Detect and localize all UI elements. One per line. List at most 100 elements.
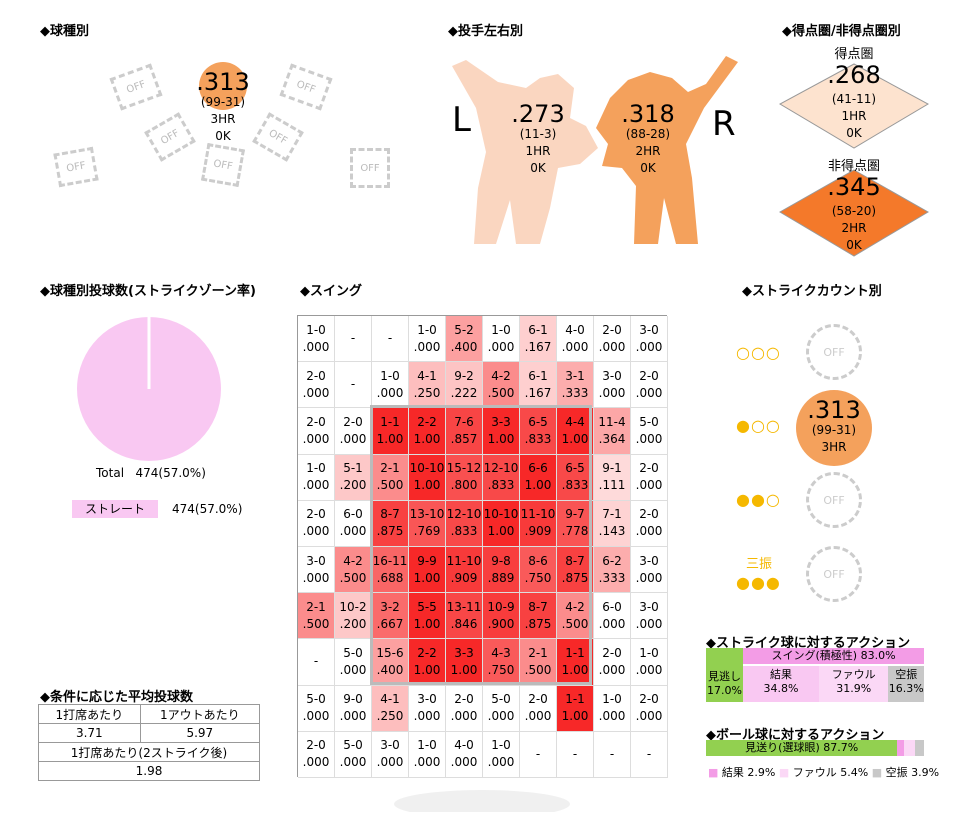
heatmap-cell-count: 9-1 — [602, 461, 622, 476]
heatmap-cell: 5-0 .000 — [335, 731, 372, 778]
heatmap-cell: 4-1 .250 — [409, 362, 446, 409]
risp-diamond — [778, 63, 930, 149]
strike-count-stats-1: .313 (99-31) 3HR — [807, 396, 861, 454]
heatmap-cell-rate: .889 — [487, 570, 515, 585]
heatmap-cell-count: - — [387, 331, 393, 346]
heatmap-cell: 10-10 1.00 — [409, 454, 446, 501]
heatmap-cell-rate: .167 — [524, 385, 552, 400]
heatmap-cell: 3-3 1.00 — [446, 639, 483, 686]
heatmap-cell: 9-7 .778 — [557, 500, 594, 547]
title-pitch-count: ◆球種別投球数(ストライクゾーン率) — [40, 284, 256, 299]
heatmap-cell-rate: 1.00 — [413, 616, 441, 631]
heatmap-cell-count: 5-2 — [454, 322, 474, 337]
heatmap-cell: 3-0 .000 — [594, 362, 631, 409]
heatmap-cell-count: - — [535, 746, 541, 761]
heatmap-cell-count: 2-0 — [454, 692, 474, 707]
heatmap-cell-count: 13-11 — [446, 599, 482, 614]
heatmap-cell: 2-0 .000 — [594, 639, 631, 686]
heatmap-cell: 6-2 .333 — [594, 547, 631, 594]
heatmap-cell: 8-7 .875 — [372, 500, 409, 547]
heatmap-cell-rate: 1.00 — [561, 662, 589, 677]
heatmap-cell-count: 13-10 — [409, 507, 445, 522]
heatmap-cell: 11-4 .364 — [594, 408, 631, 455]
pitch-type-off-icon: OFF — [200, 142, 246, 188]
batter-silhouettes — [452, 56, 738, 244]
heatmap-cell-count: 5-0 — [639, 414, 659, 429]
heatmap-cell-rate: .000 — [598, 662, 626, 677]
heatmap-cell-rate: 1.00 — [376, 431, 404, 446]
heatmap-cell-count: 5-5 — [417, 599, 437, 614]
heatmap-cell-count: 9-2 — [454, 368, 474, 383]
title-avg-pitches: ◆条件に応じた平均投球数 — [40, 690, 193, 705]
heatmap-cell-count: 1-0 — [306, 322, 326, 337]
heatmap-cell: 4-3 .750 — [483, 639, 520, 686]
title-swing: ◆スイング — [300, 284, 362, 299]
heatmap-cell-count: 5-0 — [306, 692, 326, 707]
heatmap-cell: 1-0 .000 — [372, 362, 409, 409]
heatmap-cell-rate: .846 — [450, 616, 478, 631]
heatmap-cell: 4-4 1.00 — [557, 408, 594, 455]
heatmap-cell-count: 4-2 — [565, 599, 585, 614]
heatmap-cell: 3-0 .000 — [409, 685, 446, 732]
pitch-count-total: Total 474(57.0%) — [96, 466, 206, 480]
heatmap-cell-count: 2-1 — [380, 461, 400, 476]
heatmap-cell: 8-7 .875 — [557, 547, 594, 594]
heatmap-cell: 2-0 .000 — [631, 685, 668, 732]
heatmap-cell-rate: .667 — [376, 616, 404, 631]
heatmap-cell-rate: .400 — [376, 662, 404, 677]
heatmap-cell-rate: .400 — [450, 339, 478, 354]
heatmap-cell: 1-1 1.00 — [372, 408, 409, 455]
heatmap-cell: 3-0 .000 — [298, 547, 335, 594]
strikeout-label: 三振 — [746, 557, 773, 572]
strike-look-bar: 見逃し 17.0% — [706, 648, 744, 702]
heatmap-cell: 1-0 .000 — [298, 316, 335, 363]
heatmap-cell: 6-1 .167 — [520, 362, 557, 409]
heatmap-cell: 4-2 .500 — [557, 593, 594, 640]
heatmap-cell-rate: .000 — [376, 385, 404, 400]
heatmap-cell-rate: 1.00 — [524, 478, 552, 493]
ball-foul-bar — [903, 740, 916, 756]
heatmap-cell-count: - — [313, 654, 319, 669]
heatmap-cell-rate: .000 — [302, 339, 330, 354]
heatmap-cell-count: 2-0 — [639, 507, 659, 522]
heatmap-cell: 2-0 .000 — [298, 408, 335, 455]
heatmap-cell: 3-0 .000 — [631, 316, 668, 363]
heatmap-cell-rate: .500 — [302, 616, 330, 631]
heatmap-cell-count: 5-0 — [491, 692, 511, 707]
strike-count-off-3: OFF — [806, 546, 862, 602]
heatmap-cell-rate: .000 — [635, 662, 663, 677]
heatmap-cell: 4-1 .250 — [372, 685, 409, 732]
heatmap-cell-rate: .769 — [413, 524, 441, 539]
heatmap-cell: 4-2 .500 — [483, 362, 520, 409]
heatmap-cell-count: 1-1 — [565, 645, 585, 660]
avg-header-out: 1アウトあたり — [139, 704, 261, 724]
heatmap-cell-count: 3-0 — [602, 368, 622, 383]
heatmap-cell-rate: .000 — [487, 709, 515, 724]
strike-swing-bar: スイング(積極性) 83.0% — [743, 648, 924, 664]
heatmap-cell: - — [335, 362, 372, 409]
heatmap-cell-rate: 1.00 — [487, 524, 515, 539]
pitch-count-legend-value: 474(57.0%) — [172, 502, 243, 516]
heatmap-cell-count: 15-6 — [376, 645, 404, 660]
heatmap-cell-rate: .000 — [450, 755, 478, 770]
heatmap-cell-rate: .000 — [339, 431, 367, 446]
strike-count-ball-1 — [796, 390, 872, 466]
heatmap-cell-count: 6-5 — [565, 461, 585, 476]
heatmap-cell-count: 8-7 — [528, 599, 548, 614]
heatmap-cell: 6-5 .833 — [520, 408, 557, 455]
heatmap-cell-count: 3-1 — [565, 368, 585, 383]
heatmap-cell: 1-0 .000 — [483, 731, 520, 778]
heatmap-cell-count: - — [646, 746, 652, 761]
heatmap-cell: 1-0 .000 — [631, 639, 668, 686]
strike-miss-bar: 空振 16.3% — [888, 666, 924, 702]
heatmap-cell-count: 1-0 — [380, 368, 400, 383]
heatmap-cell-count: 11-4 — [598, 414, 626, 429]
heatmap-cell-count: 3-0 — [417, 692, 437, 707]
heatmap-cell-rate: .000 — [635, 385, 663, 400]
heatmap-cell-rate: .000 — [302, 431, 330, 446]
heatmap-cell-count: 3-0 — [380, 738, 400, 753]
avg-value-pa: 3.71 — [38, 723, 141, 743]
strike-dots-2: ●●○ — [736, 490, 781, 509]
heatmap-cell: 9-1 .111 — [594, 454, 631, 501]
heatmap-cell-count: 3-0 — [639, 599, 659, 614]
